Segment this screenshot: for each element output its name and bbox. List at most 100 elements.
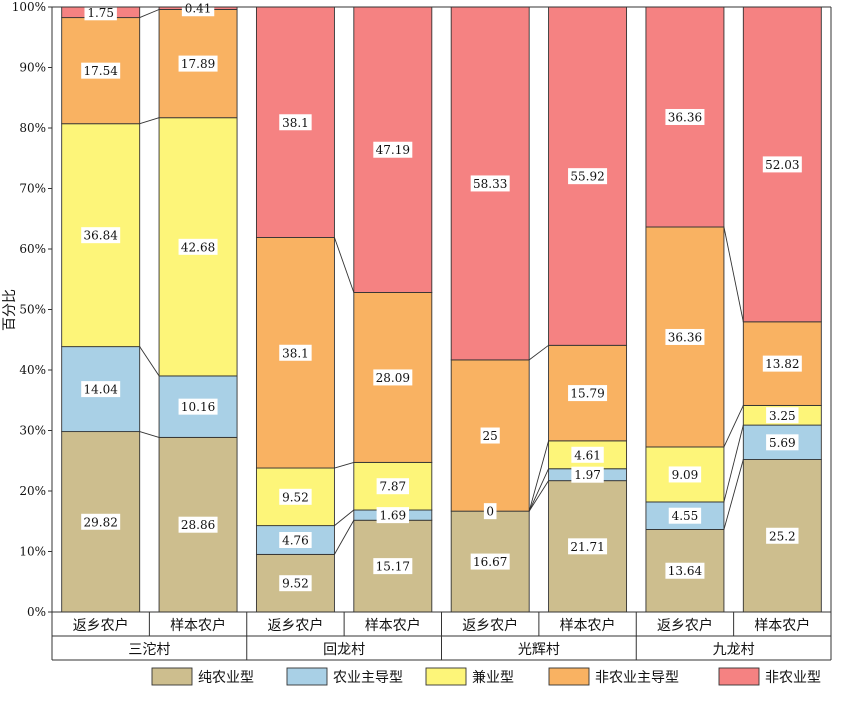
connector-line xyxy=(139,9,160,19)
data-label-box xyxy=(373,558,413,575)
data-label-box xyxy=(84,4,117,21)
y-tick-label: 90% xyxy=(19,61,46,75)
y-tick-label: 20% xyxy=(19,484,46,498)
connector-line xyxy=(528,468,549,512)
data-label: 9.52 xyxy=(282,490,309,504)
data-label-box xyxy=(568,385,608,402)
data-label-box xyxy=(81,227,121,244)
data-label: 0 xyxy=(486,505,494,519)
data-label-box xyxy=(668,466,702,483)
data-label: 1.75 xyxy=(87,6,114,20)
data-label: 3.25 xyxy=(769,409,796,423)
y-axis-label: 百分比 xyxy=(2,289,18,331)
data-label: 15.17 xyxy=(376,560,410,574)
legend-swatch xyxy=(151,667,193,686)
legend-swatch xyxy=(286,667,328,686)
data-label: 1.97 xyxy=(574,468,601,482)
data-label-box xyxy=(766,527,799,544)
data-label-box xyxy=(178,398,218,415)
connector-line xyxy=(334,520,355,555)
bar-segment xyxy=(548,6,628,346)
y-tick-label: 100% xyxy=(12,0,46,14)
data-label: 14.04 xyxy=(84,383,119,397)
y-tick-label: 40% xyxy=(19,363,46,377)
data-label-box xyxy=(373,369,413,386)
data-label-box xyxy=(376,478,410,495)
data-label-box xyxy=(665,328,705,345)
connector-line xyxy=(528,480,549,512)
legend-swatch xyxy=(425,667,467,686)
data-label-box xyxy=(178,55,218,72)
data-label-box xyxy=(279,488,312,505)
data-label: 1.69 xyxy=(379,509,406,523)
legend-label: 兼业型 xyxy=(472,670,514,686)
data-label: 52.03 xyxy=(765,158,799,172)
y-tick-label: 80% xyxy=(19,121,46,135)
data-label-box xyxy=(178,516,218,533)
data-label: 36.36 xyxy=(668,330,702,344)
x-tick-label: 返乡农户 xyxy=(462,617,518,634)
data-label-box xyxy=(766,407,799,424)
x-tick-label: 样本农户 xyxy=(754,617,810,634)
data-label: 9.52 xyxy=(282,577,309,591)
data-label: 4.61 xyxy=(574,448,601,462)
data-label: 16.67 xyxy=(473,555,507,569)
data-label: 4.55 xyxy=(672,509,699,523)
data-label-box xyxy=(665,562,705,579)
connector-line xyxy=(139,117,160,125)
connector-line xyxy=(528,440,549,512)
x-tick-label: 样本农户 xyxy=(365,617,421,634)
data-label-box xyxy=(762,355,802,372)
data-label: 38.1 xyxy=(282,116,309,130)
connector-line xyxy=(139,431,160,438)
data-label-box xyxy=(665,108,705,125)
data-label-box xyxy=(571,466,604,483)
connector-line xyxy=(139,346,160,377)
y-tick-label: 10% xyxy=(19,545,46,559)
group-label: 三沱村 xyxy=(128,641,170,658)
data-label-box xyxy=(81,62,121,79)
connector-lines-layer xyxy=(139,9,744,555)
data-label: 36.36 xyxy=(668,110,702,124)
y-tick-label: 60% xyxy=(19,242,46,256)
x-tick-label: 返乡农户 xyxy=(73,617,129,634)
legend-label: 非农业主导型 xyxy=(595,670,679,686)
data-label: 58.33 xyxy=(473,177,507,191)
connector-line xyxy=(723,459,744,530)
data-labels-layer: 29.82 14.04 36.84 17.54 1.75 28.86 10.16 42.68 1… xyxy=(81,0,802,592)
y-tick-label: 0% xyxy=(27,605,46,619)
connector-line xyxy=(334,509,355,526)
connector-line xyxy=(334,237,355,293)
data-label: 4.76 xyxy=(282,534,309,548)
data-label-box xyxy=(571,446,604,463)
data-label-box xyxy=(279,114,312,131)
y-tick-label: 50% xyxy=(19,303,46,317)
x-tick-label: 返乡农户 xyxy=(657,617,713,634)
legend-label: 非农业型 xyxy=(765,670,821,686)
data-label-box xyxy=(279,344,312,361)
data-label: 0.41 xyxy=(185,2,212,16)
legend-label: 农业主导型 xyxy=(333,670,403,686)
data-label: 7.87 xyxy=(379,480,406,494)
data-label-box xyxy=(766,434,799,451)
data-label: 47.19 xyxy=(376,143,410,157)
connector-line xyxy=(334,461,354,469)
data-label-box xyxy=(279,532,312,549)
data-label: 28.86 xyxy=(181,518,215,532)
legend-swatch xyxy=(718,667,760,686)
data-label-box xyxy=(81,513,121,530)
connector-line xyxy=(723,405,744,448)
data-label-box xyxy=(568,538,608,555)
y-tick-label: 30% xyxy=(19,424,46,438)
connector-line xyxy=(528,344,549,361)
data-label-box xyxy=(376,507,410,524)
data-label: 36.84 xyxy=(84,229,119,243)
data-label: 21.71 xyxy=(570,540,604,554)
x-tick-label: 样本农户 xyxy=(560,617,616,634)
data-label: 13.82 xyxy=(765,357,799,371)
group-label: 回龙村 xyxy=(323,642,365,658)
legend-label: 纯农业型 xyxy=(198,670,254,686)
legend: 纯农业型 农业主导型 兼业型 非农业主导型 非农业型 xyxy=(151,667,821,686)
data-label: 28.09 xyxy=(376,371,410,385)
